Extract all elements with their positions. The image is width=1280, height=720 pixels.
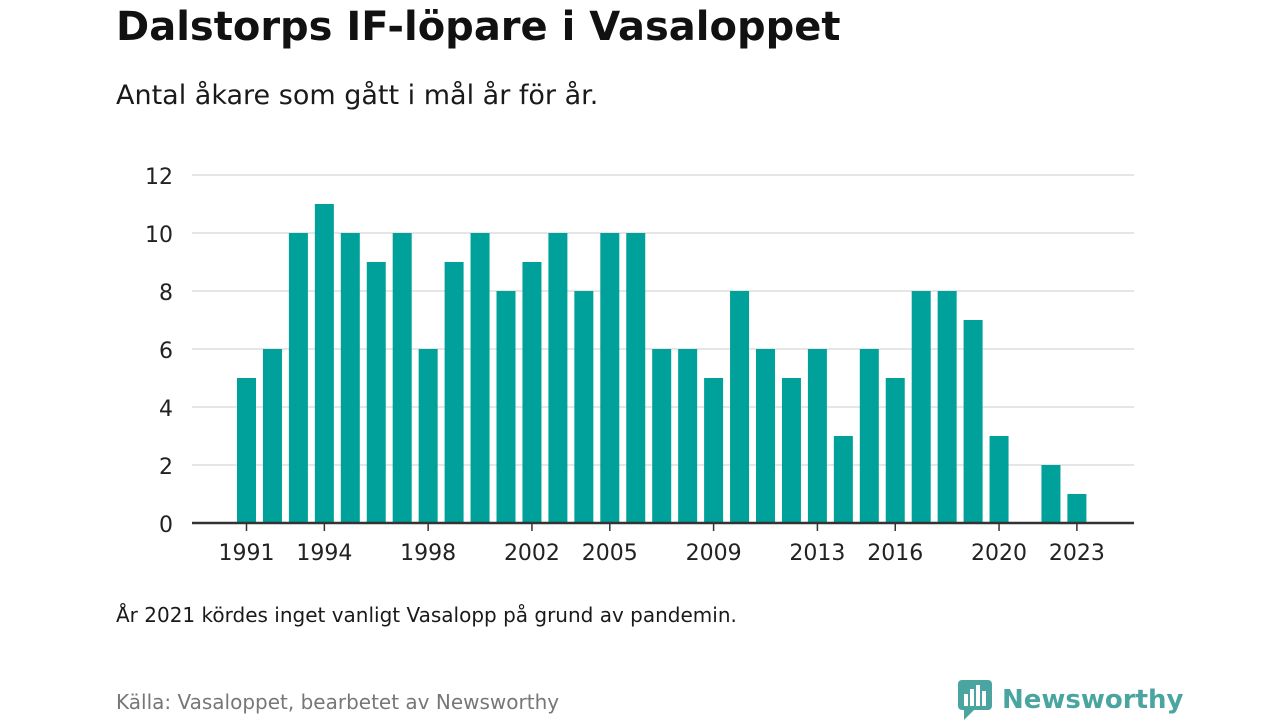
bar-2019	[963, 320, 983, 523]
y-tick-label: 12	[145, 165, 173, 190]
y-tick-label: 10	[145, 223, 173, 248]
bar-2020	[989, 436, 1009, 523]
bar-2002	[522, 262, 542, 523]
bar-1998	[418, 349, 438, 523]
bar-2017	[911, 291, 931, 523]
bar-2016	[885, 378, 905, 523]
bar-1995	[340, 233, 360, 523]
x-tick-label: 1994	[296, 541, 352, 566]
bar-1997	[392, 233, 412, 523]
x-tick-label: 1998	[400, 541, 456, 566]
bar-2003	[548, 233, 568, 523]
brand-logo[interactable]: Newsworthy	[958, 680, 1183, 720]
bar-2022	[1041, 465, 1061, 523]
bar-2015	[859, 349, 879, 523]
bar-2000	[470, 233, 490, 523]
source-credit: Källa: Vasaloppet, bearbetet av Newswort…	[116, 690, 560, 714]
bar-2018	[937, 291, 957, 523]
x-tick-label: 1991	[219, 541, 275, 566]
bar-2023	[1067, 494, 1087, 523]
y-tick-label: 4	[159, 397, 173, 422]
y-tick-label: 0	[159, 513, 173, 538]
brand-name: Newsworthy	[1002, 685, 1184, 715]
bars	[237, 204, 1087, 523]
chart-note: År 2021 kördes inget vanligt Vasalopp på…	[116, 603, 737, 627]
x-tick-label: 2005	[582, 541, 638, 566]
bar-chart: 0 2 4 6 8 10 12 1991 1994 1998 2002 2005 2009 2013 20…	[145, 165, 1134, 566]
bar-2004	[574, 291, 594, 523]
bar-2009	[704, 378, 724, 523]
x-tick-label: 2020	[971, 541, 1027, 566]
y-tick-label: 8	[159, 281, 173, 306]
bar-1993	[288, 233, 308, 523]
newsworthy-logo-icon	[958, 680, 992, 720]
chart-title: Dalstorps IF-löpare i Vasaloppet	[116, 4, 841, 50]
y-tick-label: 2	[159, 455, 173, 480]
x-tick-label: 2009	[686, 541, 742, 566]
bar-2006	[626, 233, 646, 523]
bar-2010	[730, 291, 750, 523]
bar-1994	[314, 204, 334, 523]
bar-1991	[237, 378, 256, 523]
bar-1992	[262, 349, 282, 523]
x-tick-label: 2002	[504, 541, 560, 566]
x-tick-label: 2023	[1049, 541, 1105, 566]
bar-2001	[496, 291, 516, 523]
x-tick-label: 2013	[789, 541, 845, 566]
x-axis-ticks: 1991 1994 1998 2002 2005 2009 2013 2016 2020 2023	[219, 523, 1105, 566]
chart-subtitle: Antal åkare som gått i mål år för år.	[116, 80, 599, 111]
bar-2012	[781, 378, 801, 523]
bar-2014	[833, 436, 853, 523]
bar-2007	[652, 349, 672, 523]
bar-2005	[600, 233, 620, 523]
bar-1996	[366, 262, 386, 523]
bar-2008	[678, 349, 698, 523]
bar-1999	[444, 262, 464, 523]
y-tick-label: 6	[159, 339, 173, 364]
y-axis-ticks: 0 2 4 6 8 10 12	[145, 165, 173, 538]
bar-2011	[756, 349, 775, 523]
x-tick-label: 2016	[867, 541, 923, 566]
bar-2013	[807, 349, 827, 523]
